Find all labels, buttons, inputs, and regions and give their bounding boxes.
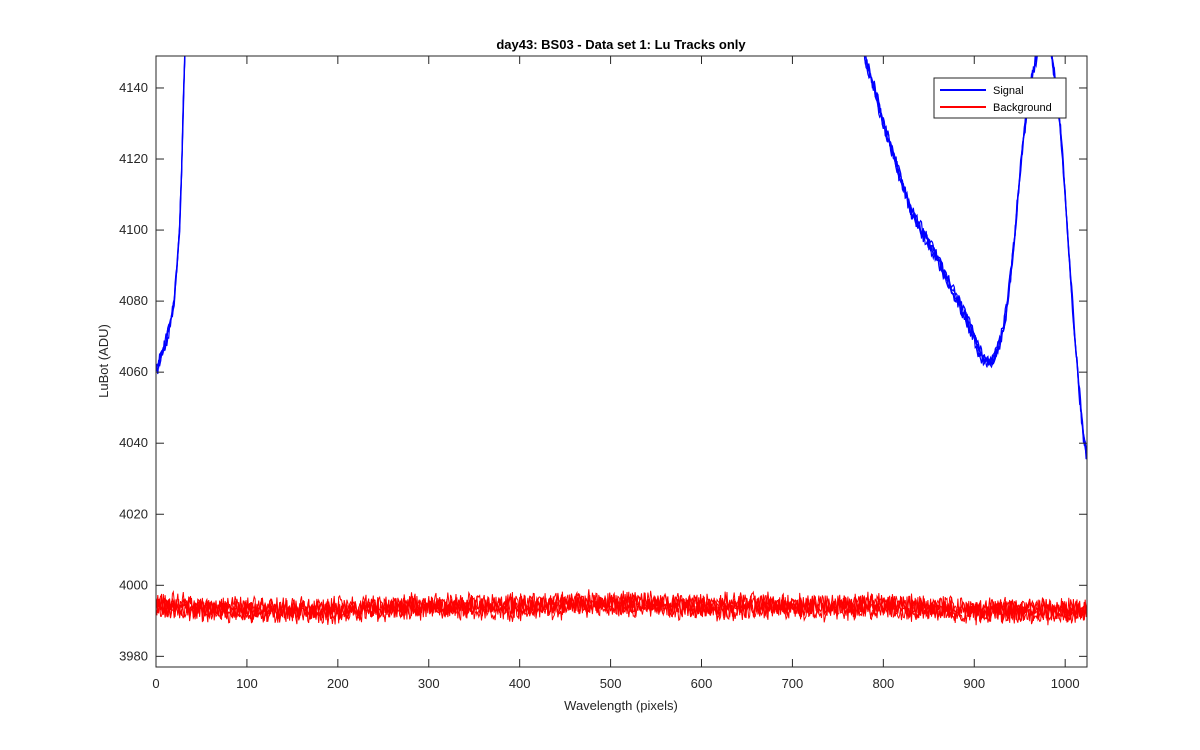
x-tick-label: 600 <box>691 676 713 691</box>
x-tick-label: 500 <box>600 676 622 691</box>
y-tick-label: 4000 <box>119 577 148 592</box>
x-tick-label: 700 <box>782 676 804 691</box>
y-tick-label: 4140 <box>119 80 148 95</box>
legend-label-background: Background <box>993 102 1052 114</box>
legend[interactable]: Signal Background <box>933 77 1067 119</box>
x-tick-label: 800 <box>872 676 894 691</box>
y-tick-label: 4080 <box>119 293 148 308</box>
y-tick-label: 3980 <box>119 648 148 663</box>
x-tick-label: 400 <box>509 676 531 691</box>
series-line-signal <box>156 56 1087 456</box>
legend-box <box>933 77 1067 119</box>
x-tick-label: 300 <box>418 676 440 691</box>
y-tick-label: 4120 <box>119 151 148 166</box>
y-tick-label: 4060 <box>119 364 148 379</box>
ticks-layer: 0 100 200 300 400 500 600 700 800 900 1000 3980 4000… <box>119 56 1087 691</box>
x-tick-label: 900 <box>963 676 985 691</box>
series-line-background <box>156 589 1087 619</box>
y-tick-label: 4040 <box>119 435 148 450</box>
x-axis-label: Wavelength (pixels) <box>564 698 678 713</box>
plot-area <box>156 56 1087 667</box>
y-tick-label: 4020 <box>119 506 148 521</box>
y-tick-label: 4100 <box>119 222 148 237</box>
x-tick-label: 1000 <box>1051 676 1080 691</box>
plot-box <box>155 55 1088 668</box>
chart-title: day43: BS03 - Data set 1: Lu Tracks only <box>496 37 746 52</box>
x-tick-label: 200 <box>327 676 349 691</box>
x-tick-label: 100 <box>236 676 258 691</box>
x-tick-label: 0 <box>152 676 159 691</box>
series-line-background <box>156 591 1087 621</box>
y-axis-label: LuBot (ADU) <box>96 324 111 398</box>
legend-label-signal: Signal <box>993 85 1024 97</box>
series-layer <box>156 56 1087 626</box>
